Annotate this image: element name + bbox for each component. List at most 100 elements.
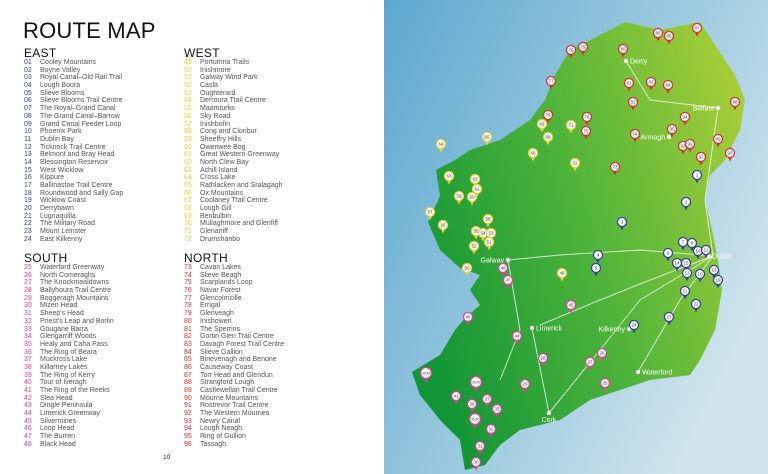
route-pin[interactable]: 64 [435, 138, 447, 153]
route-pin[interactable]: 84 [662, 79, 674, 94]
route-pin[interactable]: 35,36 [468, 412, 482, 429]
route-pin[interactable]: 90 [724, 147, 736, 162]
route-pin[interactable]: 30 [470, 456, 482, 471]
route-pin[interactable]: 47 [502, 274, 514, 289]
route-pin[interactable]: 72 [569, 157, 581, 172]
route-pin[interactable]: 4 [592, 249, 604, 264]
route-pin[interactable]: 15 [680, 257, 692, 272]
route-pin[interactable]: 3 [616, 216, 628, 231]
pin-head [565, 299, 577, 311]
route-pin[interactable]: 11 [700, 244, 712, 259]
route-pin[interactable]: 45 [565, 299, 577, 314]
route-pin[interactable]: 12 [681, 267, 693, 282]
route-pin[interactable]: 8 [686, 237, 698, 252]
route-pin[interactable]: 27 [584, 356, 596, 371]
route-pin[interactable]: 29 [519, 378, 531, 393]
route-pin[interactable]: 6 [662, 247, 674, 262]
route-pin[interactable]: 75 [580, 125, 592, 140]
route-pin[interactable]: 79 [577, 41, 589, 56]
route-pin[interactable]: 33 [491, 403, 503, 418]
route-pin[interactable]: 49 [556, 267, 568, 282]
route-pin[interactable]: 60 [466, 191, 478, 206]
route-pin[interactable]: 68 [542, 131, 554, 146]
route-pin[interactable]: 2 [680, 196, 692, 211]
route-pin[interactable]: 51 [483, 236, 495, 251]
route-pin[interactable]: 39,40 [469, 375, 483, 392]
route-pin[interactable]: 61 [471, 183, 483, 198]
route-pin[interactable]: 74 [629, 128, 641, 143]
route-pin[interactable]: 28 [537, 352, 549, 367]
route-pin[interactable]: 19 [712, 274, 724, 289]
route-pin[interactable]: 52 [468, 240, 480, 255]
route-pin[interactable]: 5 [590, 262, 602, 277]
route-pin[interactable]: 85 [663, 30, 675, 45]
route-pin[interactable]: 87 [691, 22, 703, 37]
route-name: North Clew Bay [200, 158, 249, 166]
route-pin[interactable]: 24 [628, 319, 640, 334]
route-pin[interactable]: 38 [466, 398, 478, 413]
city-label: Cork [542, 417, 557, 424]
pin-label: 80 [620, 47, 626, 52]
route-pin[interactable]: 81 [623, 77, 635, 92]
route-number: 83 [184, 340, 192, 348]
route-pin[interactable]: 56 [437, 219, 449, 234]
route-pin[interactable]: 76 [565, 44, 577, 59]
route-pin[interactable]: 48 [497, 262, 509, 277]
route-pin[interactable]: 71 [565, 119, 577, 134]
route-pin[interactable]: 59 [453, 190, 465, 205]
pin-head [483, 236, 495, 248]
route-pin[interactable]: 73 [609, 161, 621, 176]
route-pin[interactable]: 94 [679, 111, 691, 126]
route-pin[interactable]: 46 [462, 311, 474, 326]
pin-head [469, 375, 483, 389]
route-pin[interactable]: 76 [581, 111, 593, 126]
route-pin[interactable]: 22 [690, 298, 702, 313]
route-name: Ox Mountains [200, 189, 244, 197]
section-heading: NORTH [184, 251, 228, 265]
route-pin[interactable]: 42,43 [419, 366, 433, 383]
route-pin[interactable]: 26 [596, 347, 608, 362]
route-pin[interactable]: 41 [450, 390, 462, 405]
route-pin[interactable]: 44 [511, 330, 523, 345]
route-pin[interactable]: 58 [482, 213, 494, 228]
route-pin[interactable]: 65 [481, 131, 493, 146]
city-label: Armagh [640, 135, 665, 142]
route-pin[interactable]: 83 [645, 76, 657, 91]
route-pin[interactable]: 82 [627, 96, 639, 111]
route-pin[interactable]: 62 [469, 173, 481, 188]
pin-head [471, 183, 483, 195]
route-pin[interactable]: 1 [691, 169, 703, 184]
route-pin[interactable]: 95 [666, 123, 678, 138]
route-pin[interactable]: 78 [542, 109, 554, 124]
route-pin[interactable]: 21 [679, 285, 691, 300]
route-pin[interactable]: 13 [708, 264, 720, 279]
route-pin[interactable]: 66 [527, 147, 539, 162]
route-pin[interactable]: 86 [652, 27, 664, 42]
route-list-item: 01 Cooley Mountains [24, 59, 123, 67]
route-pin[interactable]: 23 [663, 311, 675, 326]
route-number: 16 [24, 174, 32, 182]
route-name: Cong and Clonbur [200, 128, 257, 136]
route-pin[interactable]: 31 [474, 440, 486, 455]
route-pin[interactable]: 89 [712, 133, 724, 148]
pin-head [629, 128, 641, 140]
route-pin[interactable]: 32 [485, 423, 497, 438]
route-pin[interactable]: 88 [729, 96, 741, 111]
route-pin[interactable]: 37 [481, 393, 493, 408]
pin-head [482, 213, 494, 225]
route-pin[interactable]: 50 [461, 262, 473, 277]
route-pin[interactable]: 25 [599, 377, 611, 392]
route-pin[interactable]: 63 [443, 170, 455, 185]
route-list-item: 32 Priest's Leap and Borlin [24, 318, 114, 326]
route-pin[interactable]: 91 [684, 138, 696, 153]
route-pin[interactable]: 57 [424, 206, 436, 221]
section-west: WEST 49 Portumna Trails 50 Inishmore 51 Galway… [184, 47, 283, 244]
route-pin[interactable]: 92 [695, 151, 707, 166]
route-pin[interactable]: 80 [617, 43, 629, 58]
route-pin[interactable]: 55 [470, 225, 482, 240]
route-number: 17 [24, 182, 32, 189]
route-pin[interactable]: 16 [694, 268, 706, 283]
pin-head [450, 390, 462, 402]
route-pin[interactable]: 77 [545, 75, 557, 90]
route-pin[interactable]: 69 [536, 118, 548, 133]
